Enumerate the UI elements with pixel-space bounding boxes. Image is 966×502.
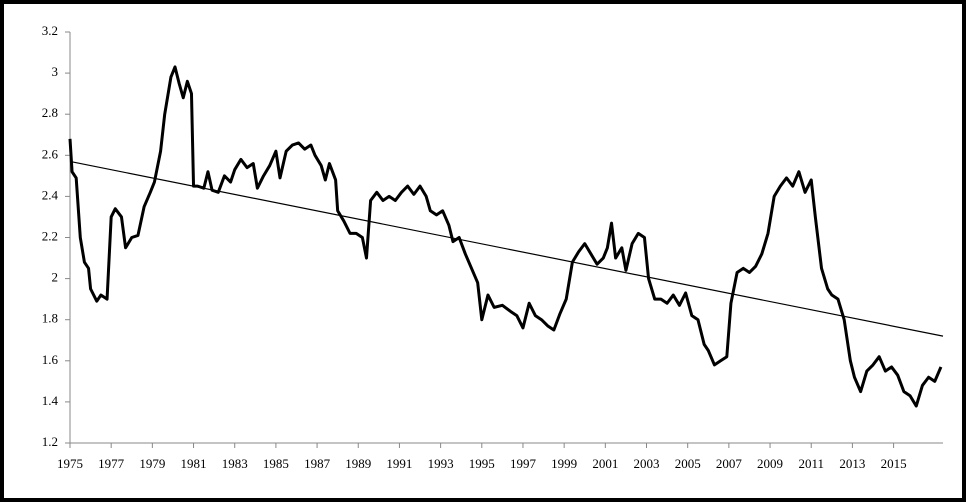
x-tick-label: 1997	[510, 456, 537, 471]
y-tick-label: 2.8	[42, 105, 58, 120]
x-tick-label: 1977	[98, 456, 125, 471]
x-tick-label: 1999	[551, 456, 577, 471]
data-line	[69, 160, 944, 337]
x-tick-label: 1983	[222, 456, 248, 471]
y-tick-label: 2.6	[42, 146, 59, 161]
x-tick-label: 1993	[428, 456, 454, 471]
x-tick-label: 1979	[139, 456, 165, 471]
x-tick-label: 1985	[263, 456, 289, 471]
x-tick-label: 2005	[675, 456, 701, 471]
x-tick-label: 1989	[345, 456, 371, 471]
y-tick-label: 2.4	[42, 187, 59, 202]
x-tick-label: 2011	[798, 456, 824, 471]
y-tick-label: 1.4	[42, 393, 59, 408]
y-tick-label: 1.8	[42, 311, 58, 326]
y-tick-label: 1.2	[42, 434, 58, 449]
y-tick-label: 3	[52, 64, 59, 79]
y-tick-label: 3.2	[42, 23, 58, 38]
x-tick-label: 2003	[634, 456, 660, 471]
x-tick-label: 1981	[181, 456, 207, 471]
x-tick-label: 1975	[57, 456, 83, 471]
y-tick-label: 1.6	[42, 352, 59, 367]
x-tick-label: 1995	[469, 456, 495, 471]
x-tick-label: 2013	[839, 456, 865, 471]
x-tick-label: 2015	[881, 456, 907, 471]
x-tick-label: 2009	[757, 456, 783, 471]
x-tick-label: 1987	[304, 456, 331, 471]
x-tick-label: 1991	[386, 456, 412, 471]
data-line	[68, 65, 943, 408]
x-tick-label: 2001	[592, 456, 618, 471]
y-tick-label: 2.2	[42, 228, 58, 243]
x-tick-label: 2007	[716, 456, 743, 471]
y-tick-label: 2	[52, 270, 59, 285]
